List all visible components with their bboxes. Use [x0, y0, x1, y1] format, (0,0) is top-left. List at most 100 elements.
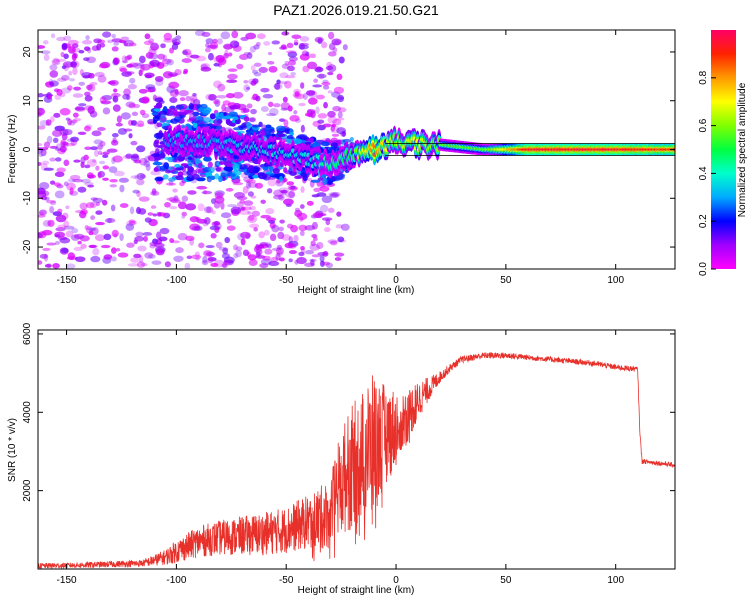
spectrogram-cell: [38, 209, 47, 216]
spectrogram-cell: [302, 175, 308, 182]
spectrogram-cell: [243, 79, 249, 84]
spectrogram-cell: [302, 92, 308, 100]
spectrogram-cell: [44, 264, 52, 268]
spectrogram-cell: [139, 109, 146, 116]
spectrogram-cell: [299, 204, 305, 209]
spectrogram-cell: [164, 169, 172, 174]
spectrogram-cell: [119, 203, 129, 209]
spectrogram-cell: [111, 132, 119, 138]
spectrogram-cell: [144, 72, 155, 78]
spectrogram-cell: [150, 42, 160, 51]
spectrogram-cell: [155, 132, 165, 138]
spectrogram-cell: [205, 42, 210, 48]
spectrogram-cell: [287, 105, 293, 112]
spectrogram-cell: [194, 251, 200, 258]
spectrogram-cell: [246, 181, 252, 189]
spectrogram-cell: [315, 106, 320, 114]
spectrogram-cell: [112, 104, 121, 112]
spectrogram-cell: [268, 165, 274, 173]
spectrogram-cell: [39, 253, 48, 259]
spectrogram-cell: [217, 83, 226, 92]
spectrogram-cell: [327, 71, 334, 76]
spectrogram-cell: [207, 257, 217, 262]
spectrogram-cell: [175, 175, 184, 181]
spectrogram-cell: [99, 96, 107, 104]
bottom-y-axis-label: SNR (10 * v/v): [7, 418, 18, 482]
spectrogram-cell: [283, 167, 288, 174]
spectrogram-cell: [144, 156, 151, 163]
spectrogram-cell: [55, 157, 62, 162]
spectrogram-cell: [88, 227, 97, 232]
spectrogram-cell: [75, 107, 86, 112]
spectrogram-cell: [93, 139, 103, 145]
spectrogram-cell: [97, 143, 104, 150]
spectrogram-cell: [321, 217, 333, 221]
spectrogram-cell: [227, 73, 238, 80]
spectrogram-cell: [69, 78, 76, 82]
spectrogram-cell: [276, 79, 281, 84]
spectrogram-cell: [126, 242, 135, 248]
snr-frame: [37, 329, 676, 570]
spectrogram-cell: [152, 213, 158, 217]
spectrogram-cell: [319, 254, 325, 263]
spectrogram-cell: [83, 57, 90, 62]
spectrogram-cell: [102, 199, 108, 206]
spectrogram-cell: [269, 108, 279, 116]
spectrogram-cell: [331, 133, 340, 137]
spectrogram-cell: [150, 205, 157, 209]
spectrogram-cell: [151, 188, 157, 195]
spectrogram-cell: [239, 209, 250, 216]
spectrogram-cell: [204, 47, 211, 53]
spectrogram-cell: [102, 107, 111, 115]
spectrogram-cell: [175, 167, 182, 171]
spectrogram-cell: [45, 119, 52, 126]
spectrogram-cell: [156, 122, 163, 128]
spectrogram-cell: [267, 178, 277, 187]
spectrogram-cell: [47, 219, 55, 227]
spectrogram-cell: [264, 248, 273, 255]
spectrogram-cell: [123, 128, 133, 132]
spectrogram-cell: [128, 102, 136, 109]
spectrogram-cell: [140, 262, 148, 267]
spectrogram-cell: [175, 35, 182, 41]
spectrogram-cell: [39, 182, 50, 190]
spectrogram-cell: [214, 195, 225, 204]
spectrogram-cell: [304, 112, 311, 117]
spectrogram-cell: [311, 221, 318, 230]
spectrogram-cell: [225, 118, 231, 126]
spectrogram-cell: [277, 133, 286, 137]
bottom-x-tick-label: 100: [607, 575, 624, 586]
spectrogram-cell: [63, 53, 69, 60]
spectrogram-cell: [178, 112, 188, 116]
spectrogram-cell: [236, 103, 247, 111]
spectrogram-cell: [282, 177, 288, 183]
spectrogram-cell: [84, 181, 94, 186]
spectrogram-cell: [301, 50, 309, 56]
spectrogram-cell: [73, 246, 83, 252]
spectrogram-cell: [68, 70, 73, 76]
spectrogram-cell: [38, 147, 44, 155]
spectrogram-cell: [88, 244, 97, 249]
spectrogram-cell: [213, 55, 224, 64]
spectrogram-cell: [119, 184, 125, 193]
spectrogram-cell: [222, 247, 229, 255]
spectrogram-cell: [57, 224, 67, 229]
spectrogram-cell: [207, 52, 214, 61]
spectrogram-cell: [267, 51, 273, 56]
spectrogram-cell: [151, 260, 162, 265]
spectrogram-cell: [286, 138, 293, 144]
spectrogram-cell: [129, 220, 137, 225]
spectrogram-cell: [222, 43, 234, 50]
spectrogram-cell: [83, 154, 89, 161]
spectrogram-cell: [115, 122, 123, 127]
spectrogram-cell: [322, 123, 332, 128]
spectrogram-cell: [67, 46, 76, 54]
spectrogram-cell: [321, 41, 328, 49]
spectrogram-cell: [115, 247, 121, 252]
spectrogram-cell: [263, 229, 270, 236]
spectrogram-cell: [336, 117, 345, 121]
spectrogram-cell: [40, 50, 51, 55]
spectrogram-cell: [119, 67, 128, 73]
spectrogram-cell: [328, 192, 339, 197]
spectrogram-cell: [46, 263, 52, 269]
